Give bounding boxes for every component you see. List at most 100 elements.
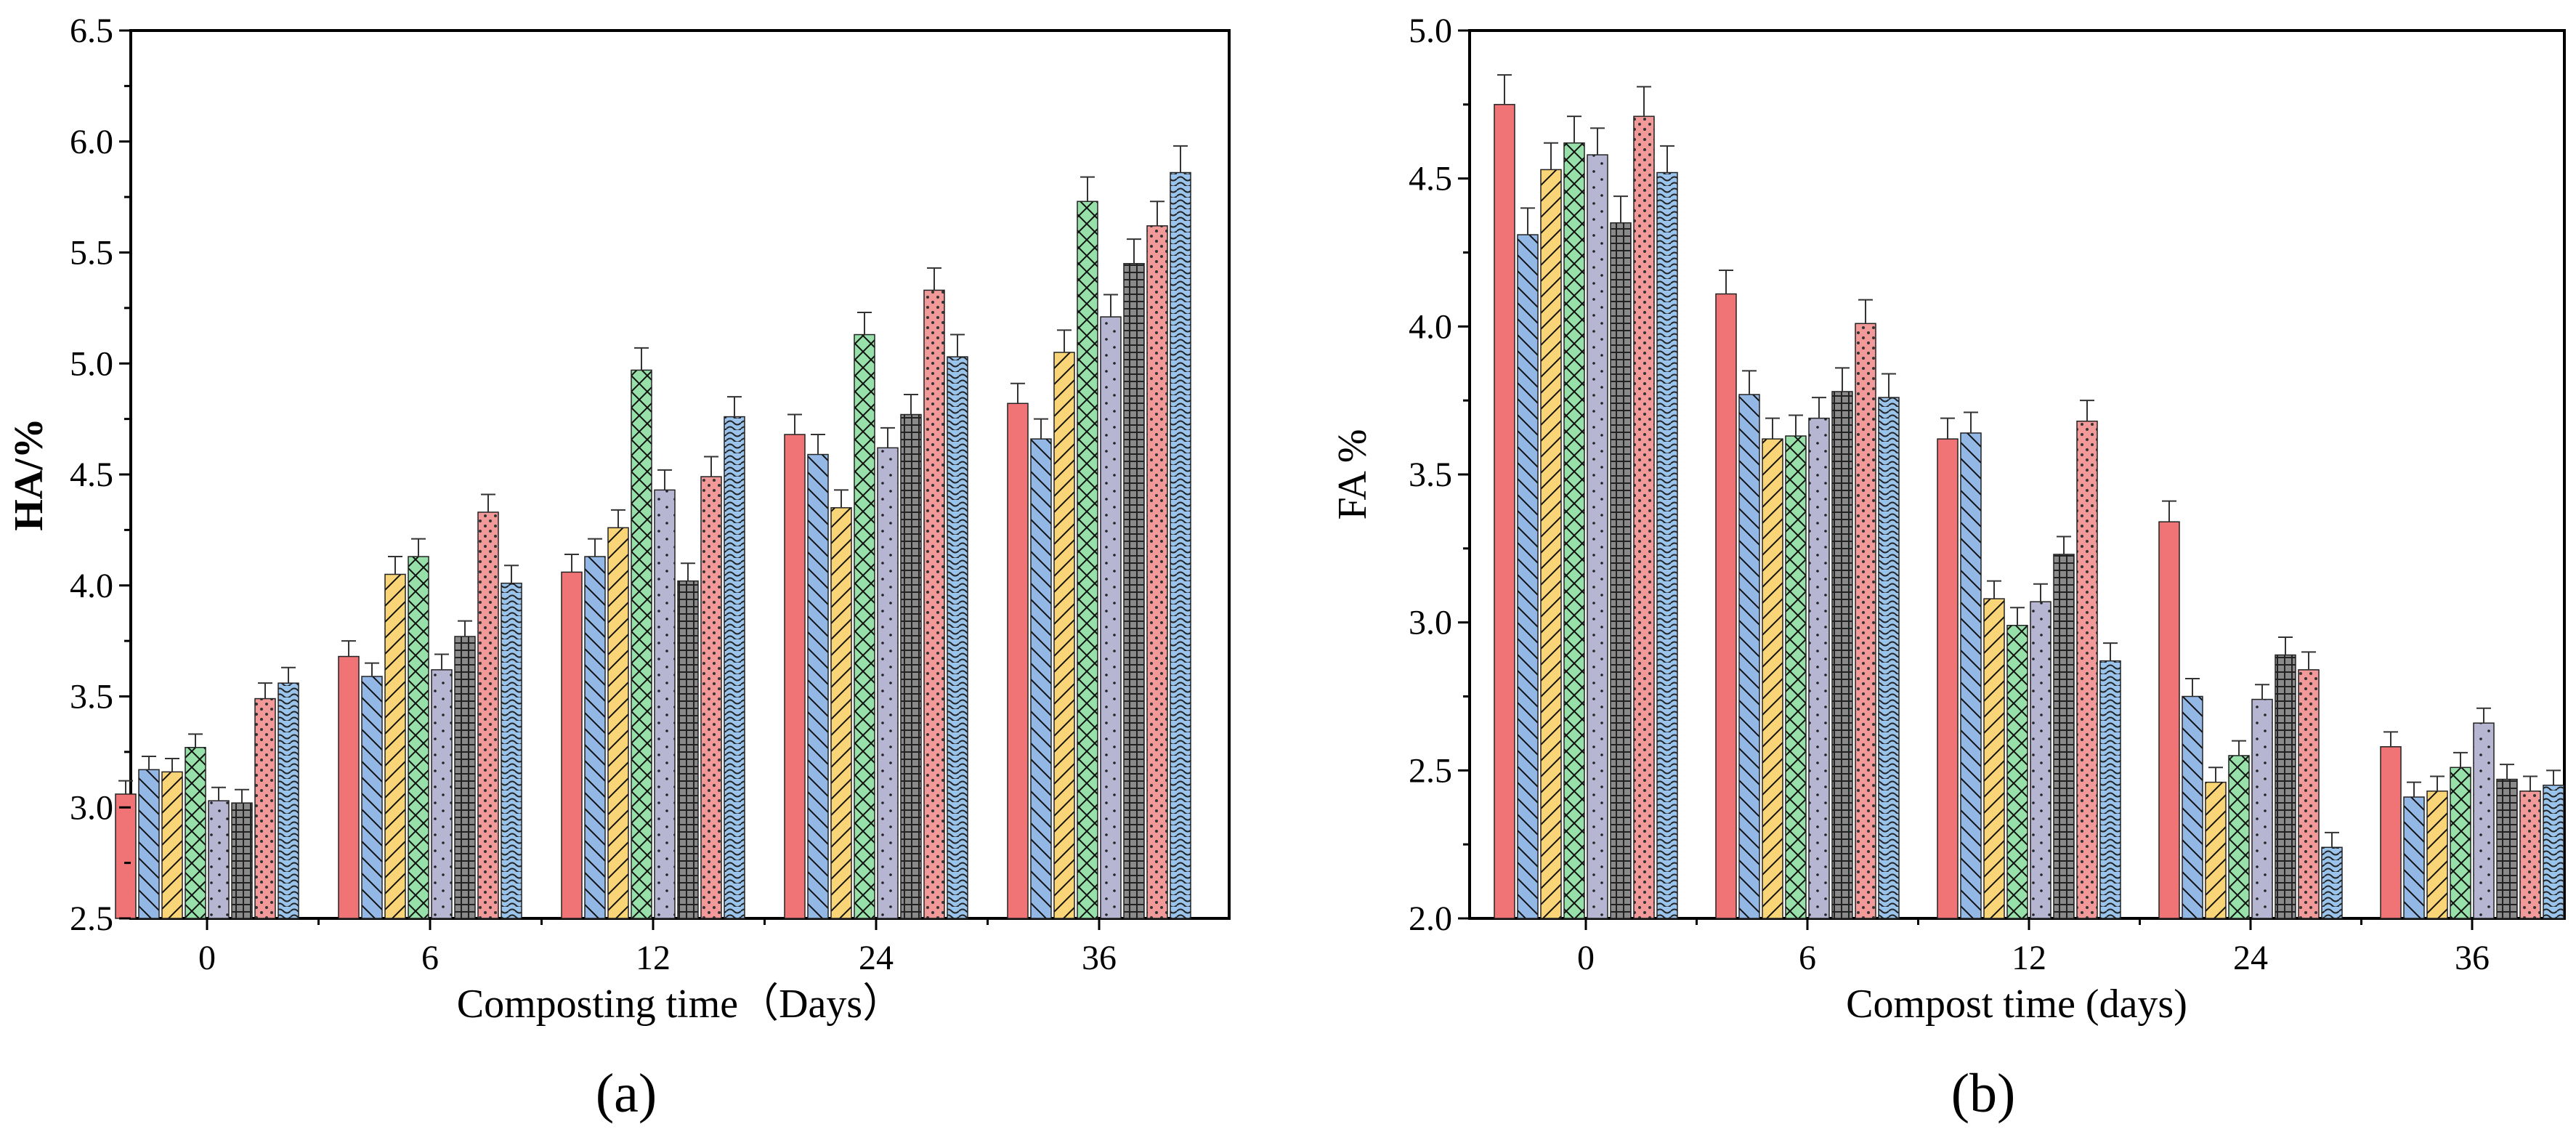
bar: [2251, 698, 2273, 919]
bar: [784, 434, 806, 919]
x-axis-ticks-b: 0 6 12 24 36: [1577, 918, 2490, 977]
bar: [2099, 660, 2121, 919]
bar: [947, 356, 968, 919]
x-tick-label: 0: [1577, 939, 1595, 977]
bar: [2426, 791, 2448, 919]
bar: [1762, 438, 1783, 919]
bar: [877, 447, 899, 919]
y-tick-label: 3.5: [1409, 456, 1452, 494]
bar: [2298, 669, 2320, 919]
y-tick-label: 4.5: [1409, 160, 1452, 198]
y-tick-label: 3.5: [70, 678, 113, 716]
bar: [1517, 234, 1539, 919]
bar: [2519, 791, 2541, 919]
bar: [1855, 323, 1876, 919]
y-tick-label: 5.5: [70, 234, 113, 272]
x-axis-title-b: Compost time (days): [1846, 982, 2187, 1027]
bar: [1610, 222, 1632, 919]
bar: [2182, 695, 2203, 919]
bar: [1878, 397, 1900, 919]
y-tick-label: 3.0: [70, 788, 113, 827]
bar: [1960, 432, 1982, 919]
x-tick-label: 6: [1799, 939, 1816, 977]
bar: [2496, 778, 2518, 919]
y-tick-label: 6.0: [70, 123, 113, 161]
bar: [115, 793, 137, 919]
bar: [654, 489, 676, 919]
bar: [2450, 767, 2471, 919]
bar: [1540, 169, 1562, 919]
y-tick-label: 3.0: [1409, 604, 1452, 642]
bar: [208, 800, 230, 919]
panel-label-a: (a): [596, 1063, 657, 1124]
bar: [1831, 391, 1853, 919]
bar: [1007, 403, 1029, 919]
bar: [830, 507, 852, 919]
y-tick-label: 4.5: [70, 456, 113, 494]
y-axis-ticks-b: 2.0 2.5 3.0 3.5 4.0 4.5 5.0: [1409, 12, 1470, 938]
bar: [1146, 225, 1168, 919]
bar: [2473, 722, 2495, 919]
bar: [2205, 781, 2227, 919]
bar: [278, 682, 299, 919]
chart-panel-a: 2.5 3.0 3.5 4.0 4.5 5.0 5.5 6.0 6.5 0 6 12 24 36 HA/…: [7, 12, 1231, 1124]
bar: [2006, 624, 2028, 919]
bar: [384, 573, 406, 919]
bar: [138, 769, 160, 919]
x-tick-label: 12: [636, 939, 671, 977]
y-tick-label: 4.0: [70, 567, 113, 605]
x-tick-label: 24: [859, 939, 894, 977]
x-axis-ticks-a: 0 6 12 24 36: [198, 918, 1117, 977]
bar: [900, 413, 922, 919]
x-tick-label: 24: [2233, 939, 2268, 977]
bar: [1170, 171, 1191, 919]
bar: [700, 476, 722, 919]
bar: [254, 698, 276, 919]
y-tick-label: 5.0: [1409, 12, 1452, 50]
bar: [584, 556, 606, 919]
bar: [1053, 352, 1075, 919]
bar: [2321, 846, 2343, 919]
chart-panel-b: 2.0 2.5 3.0 3.5 4.0 4.5 5.0 0 6 12 24 36 FA % Comp…: [1330, 12, 2566, 1124]
bar: [1656, 171, 1678, 919]
bar: [561, 571, 583, 919]
bar: [724, 416, 745, 919]
bar: [1123, 263, 1145, 919]
bar: [1808, 417, 1830, 919]
x-tick-label: 0: [198, 939, 216, 977]
bar: [854, 333, 875, 919]
bar: [431, 669, 453, 919]
bar: [1030, 438, 1052, 919]
bar: [477, 512, 499, 919]
bar: [231, 802, 253, 919]
bar: [1738, 394, 1760, 919]
y-tick-label: 4.0: [1409, 307, 1452, 346]
bar: [161, 771, 183, 919]
x-axis-title-a: Composting time（Days）: [457, 982, 903, 1027]
bar: [1077, 201, 1098, 919]
bar: [1715, 293, 1737, 919]
y-tick-label: 2.5: [1409, 751, 1452, 790]
y-tick-label: 2.0: [1409, 899, 1452, 938]
bar: [1494, 104, 1515, 919]
y-axis-title-a: HA/%: [7, 418, 52, 531]
bar: [1563, 142, 1585, 919]
y-axis-ticks-a: 2.5 3.0 3.5 4.0 4.5 5.0 5.5 6.0 6.5: [70, 12, 131, 938]
bar: [1633, 116, 1655, 919]
bar: [2543, 784, 2564, 919]
bar: [2228, 755, 2250, 919]
y-tick-label: 5.0: [70, 344, 113, 383]
bar: [631, 369, 652, 919]
x-tick-label: 36: [2455, 939, 2490, 977]
bar: [454, 636, 476, 919]
bar: [2076, 420, 2098, 919]
y-tick-label: 6.5: [70, 12, 113, 50]
bar: [1587, 154, 1608, 919]
bar: [2030, 601, 2052, 919]
bar: [1983, 598, 2005, 919]
panel-label-b: (b): [1951, 1063, 2016, 1124]
x-tick-label: 36: [1082, 939, 1117, 977]
bar: [408, 556, 429, 919]
bar: [2403, 796, 2425, 919]
